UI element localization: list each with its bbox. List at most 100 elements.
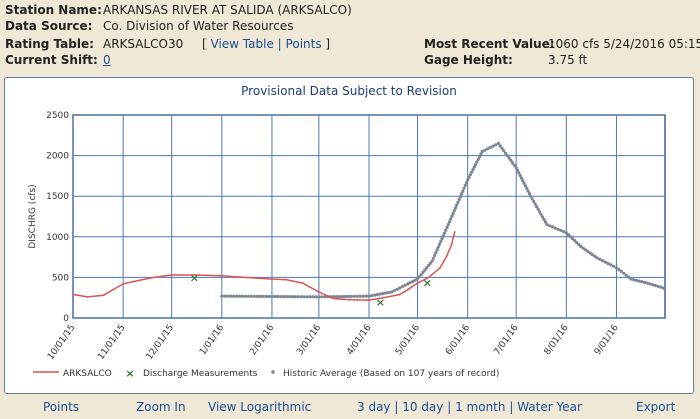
arksalco-point (406, 288, 409, 291)
historic-average-point (320, 295, 324, 299)
historic-average-point (261, 294, 265, 298)
historic-average-point (460, 192, 464, 196)
chart-panel: 0 500 1000 1500 2000 2500 10/01/15 11/01/15 12/0… (4, 77, 694, 394)
historic-average-point (408, 281, 412, 285)
historic-average-point (472, 165, 476, 169)
historic-average-point (232, 294, 236, 298)
historic-average-point (606, 261, 610, 266)
historic-average-point (243, 294, 247, 298)
historic-average-point (601, 259, 605, 263)
historic-average-point (425, 266, 429, 270)
historic-average-point (361, 294, 365, 298)
historic-average-point (496, 141, 500, 145)
arksalco-point (170, 274, 173, 276)
historic-average-point (226, 294, 230, 298)
arksalco-point (153, 276, 155, 279)
historic-average-point (509, 158, 513, 163)
historic-average-point (299, 295, 303, 299)
legend-historic-swatch (271, 370, 275, 374)
zoom-in-button[interactable]: Zoom In (136, 400, 186, 414)
range-links: 3 day | 10 day | 1 month | Water Year (357, 400, 582, 414)
y-tick-label: 500 (52, 273, 69, 283)
arksalco-point (439, 266, 442, 269)
historic-average-point (530, 197, 534, 201)
historic-average-point (364, 294, 368, 298)
historic-average-point (562, 230, 566, 234)
historic-average-point (452, 209, 456, 213)
historic-average-point (519, 176, 524, 180)
historic-average-point (457, 197, 461, 202)
points-link[interactable]: Points (285, 37, 322, 51)
arksalco-point (72, 293, 74, 296)
historic-average-point (515, 168, 520, 172)
link-separator: | (277, 37, 282, 51)
arksalco-point (332, 297, 335, 300)
bracket-open: [ (202, 37, 207, 51)
historic-average-point (340, 294, 345, 299)
historic-average-point (498, 144, 502, 148)
historic-average-point (240, 294, 245, 298)
historic-average-point (612, 264, 616, 268)
historic-average-point (577, 243, 581, 247)
historic-average-point (449, 217, 453, 221)
historic-average-point (411, 279, 415, 284)
historic-average-point (550, 225, 555, 229)
range-10-day[interactable]: 10 day (402, 400, 444, 414)
historic-average-point (542, 217, 546, 222)
historic-average-point (502, 149, 506, 153)
y-tick-label: 0 (63, 314, 69, 324)
points-button[interactable]: Points (43, 400, 80, 414)
historic-average-point (526, 189, 530, 193)
historic-average-point (475, 160, 479, 164)
historic-average-point (349, 294, 353, 298)
current-shift-link[interactable]: 0 (103, 53, 111, 67)
historic-average-point (375, 293, 380, 297)
x-tick-label: 6/01/16 (444, 323, 472, 357)
historic-average-point (406, 282, 410, 286)
historic-average-point (518, 173, 522, 178)
historic-average-point (532, 199, 536, 203)
range-3-day[interactable]: 3 day (357, 400, 391, 414)
historic-average-point (556, 227, 560, 231)
historic-average-point (450, 214, 454, 218)
range-1-month[interactable]: 1 month (455, 400, 506, 414)
historic-average-point (464, 181, 469, 185)
arksalco-point (271, 278, 273, 280)
data-source: Co. Division of Water Resources (103, 19, 294, 33)
view-logarithmic-button[interactable]: View Logarithmic (208, 400, 312, 414)
historic-average-point (467, 175, 471, 179)
discharge-measurement-marker: × (190, 271, 199, 284)
historic-average-point (276, 294, 280, 299)
historic-average-point (444, 228, 448, 232)
historic-average-point (522, 181, 526, 185)
arksalco-point (382, 296, 385, 299)
arksalco-point (102, 294, 105, 297)
historic-average-point (637, 279, 641, 283)
discharge-measurement-marker: × (423, 276, 432, 289)
historic-average-point (384, 291, 388, 295)
discharge-measurement-marker: × (376, 296, 385, 309)
historic-average-point (252, 294, 256, 298)
arksalco-point (122, 283, 124, 285)
historic-average-point (308, 295, 312, 299)
arksalco-point (136, 279, 139, 282)
arksalco-point (193, 274, 196, 276)
historic-average-point (500, 146, 504, 150)
historic-average-point (249, 294, 253, 298)
historic-average-point (474, 162, 478, 167)
historic-average-point (588, 251, 592, 255)
historic-average-point (337, 295, 342, 299)
export-button[interactable]: Export (636, 400, 676, 414)
historic-average-point (287, 295, 292, 299)
range-water-year[interactable]: Water Year (517, 400, 582, 414)
historic-average-point (434, 251, 438, 255)
historic-average-point (571, 237, 575, 241)
current-shift-label: Current Shift: (5, 53, 98, 67)
historic-average-point (545, 223, 549, 227)
historic-average-point (632, 278, 636, 282)
historic-average-point (255, 294, 259, 298)
historic-average-point (645, 281, 649, 285)
historic-average-point (433, 253, 437, 258)
view-table-link[interactable]: View Table (210, 37, 274, 51)
historic-average-point (442, 231, 447, 235)
